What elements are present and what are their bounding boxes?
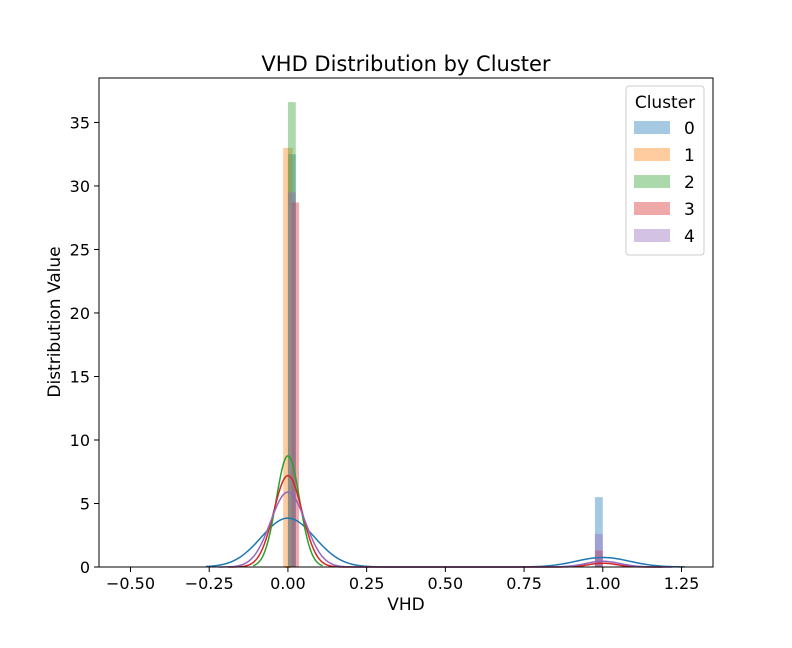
legend-label-4: 4 — [684, 227, 695, 247]
x-tick-label: 1.00 — [585, 574, 621, 593]
y-tick-label: 30 — [70, 177, 90, 196]
y-axis: 0 5 10 15 20 25 30 35 — [70, 113, 99, 577]
hist-bar-3-1 — [594, 550, 603, 567]
hist-bar-4-1 — [594, 533, 603, 567]
kde-line-0 — [206, 517, 685, 568]
legend: Cluster 0 1 2 3 4 — [625, 85, 705, 256]
legend-swatch-3 — [634, 202, 670, 215]
y-tick-label: 0 — [80, 558, 90, 577]
x-tick-label: 0.00 — [270, 574, 306, 593]
legend-label-1: 1 — [684, 146, 695, 166]
y-tick-label: 20 — [70, 304, 90, 323]
x-tick-label: −0.50 — [106, 574, 155, 593]
legend-label-3: 3 — [684, 200, 695, 220]
chart-title: VHD Distribution by Cluster — [261, 52, 551, 76]
legend-swatch-2 — [634, 175, 670, 188]
legend-swatch-4 — [634, 229, 670, 242]
legend-swatch-1 — [634, 148, 670, 161]
plot-frame — [98, 77, 714, 568]
x-tick-label: 0.50 — [428, 574, 464, 593]
x-axis-label: VHD — [387, 595, 425, 615]
legend-label-2: 2 — [684, 173, 695, 193]
y-tick-label: 35 — [70, 113, 90, 132]
x-axis: −0.50 −0.25 0.00 0.25 0.50 0.75 1.00 1.25 — [106, 567, 699, 593]
kde-line-2 — [253, 455, 323, 567]
hist-bar-0-0 — [287, 154, 296, 567]
hist-bar-2-0 — [287, 102, 296, 567]
y-axis-label: Distribution Value — [45, 246, 65, 397]
y-tick-label: 10 — [70, 431, 90, 450]
x-tick-label: 0.75 — [506, 574, 542, 593]
hist-bar-1-0 — [283, 147, 293, 567]
y-tick-label: 25 — [70, 240, 90, 259]
y-tick-label: 5 — [80, 494, 90, 513]
x-tick-label: −0.25 — [185, 574, 234, 593]
legend-title: Cluster — [635, 93, 695, 113]
legend-swatch-0 — [634, 121, 670, 134]
x-tick-label: 1.25 — [664, 574, 700, 593]
hist-bar-0-1 — [594, 497, 603, 567]
legend-box — [625, 85, 705, 256]
y-tick-label: 15 — [70, 367, 90, 386]
hist-bar-4-0 — [287, 192, 296, 567]
plot-area — [206, 102, 685, 568]
legend-label-0: 0 — [684, 119, 695, 139]
x-tick-label: 0.25 — [349, 574, 385, 593]
hist-bar-3-0 — [291, 202, 299, 568]
